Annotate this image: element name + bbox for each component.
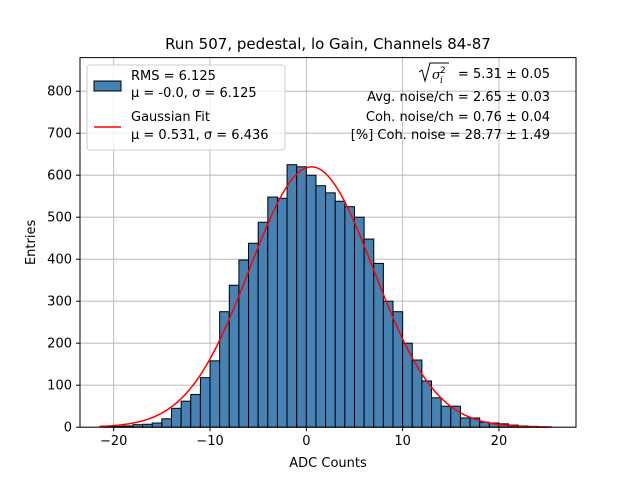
plot-frame <box>79 57 577 428</box>
histogram-bar <box>440 405 452 428</box>
svg-text:i: i <box>440 76 443 86</box>
histogram-bar <box>315 185 327 428</box>
annotation-coh-noise: Coh. noise/ch = 0.76 ± 0.04 <box>366 110 550 125</box>
annotation-avg-noise: Avg. noise/ch = 2.65 ± 0.03 <box>367 90 550 105</box>
histogram-bar <box>373 262 384 428</box>
x-tick-label: 0 <box>302 434 310 449</box>
y-tick-label: 0 <box>64 421 72 436</box>
histogram-bar <box>248 242 259 428</box>
y-tick-label: 700 <box>47 127 72 142</box>
svg-text:σ: σ <box>432 68 442 83</box>
histogram-bar <box>276 197 288 428</box>
histogram-bar <box>180 400 192 428</box>
histogram-bar <box>334 200 346 428</box>
legend-histogram-stats: μ = -0.0, σ = 6.125 <box>131 86 257 101</box>
y-tick-label: 500 <box>47 211 72 226</box>
histogram-bar <box>296 166 307 428</box>
noise-annotations: σ 2 i = 5.31 ± 0.05 Avg. noise/ch = 2.65… <box>351 62 550 143</box>
histogram-bar <box>286 164 298 428</box>
histogram-bar <box>382 300 394 428</box>
histogram-bar <box>190 393 201 428</box>
histogram-bar <box>267 196 278 428</box>
x-tick-label: −20 <box>100 434 127 449</box>
y-tick-label: 200 <box>47 337 72 352</box>
sqrt-sigma-symbol: σ 2 i <box>418 62 449 86</box>
histogram-bar <box>431 397 442 428</box>
svg-text:2: 2 <box>440 66 446 76</box>
gaussian-fit-curve <box>99 166 552 428</box>
histogram-bar <box>199 377 211 428</box>
histogram-bar <box>257 221 269 428</box>
legend: RMS = 6.125 μ = -0.0, σ = 6.125 Gaussian… <box>86 64 286 151</box>
legend-fit-stats: μ = 0.531, σ = 6.436 <box>131 128 269 143</box>
histogram-bar <box>344 206 355 428</box>
histogram-bar <box>421 380 433 428</box>
histogram-bar <box>325 192 336 428</box>
y-tick-label: 100 <box>47 379 72 394</box>
histogram-bar <box>305 174 317 428</box>
histogram-bar <box>209 360 221 428</box>
histogram-bar <box>170 407 182 428</box>
histogram-bar <box>411 359 423 428</box>
y-tick-label: 800 <box>47 85 72 100</box>
y-tick-label: 600 <box>47 169 72 184</box>
annotation-coh-noise-percent: [%] Coh. noise = 28.77 ± 1.49 <box>351 128 550 143</box>
legend-box <box>86 64 286 151</box>
legend-histogram-label: RMS = 6.125 <box>131 69 216 84</box>
histogram-bar <box>151 422 163 428</box>
y-tick-label: 300 <box>47 295 72 310</box>
histogram-bar <box>353 216 365 428</box>
y-tick-label: 400 <box>47 253 72 268</box>
annotation-total-noise: = 5.31 ± 0.05 <box>458 67 550 82</box>
x-tick-label: 10 <box>394 434 411 449</box>
y-axis-label: Entries <box>24 220 39 266</box>
x-tick-label: 20 <box>491 434 508 449</box>
legend-histogram-swatch <box>93 80 122 92</box>
histogram-bar <box>459 417 471 428</box>
x-axis-label: ADC Counts <box>289 456 367 471</box>
histogram-bar <box>161 418 172 428</box>
x-tick-label: −10 <box>196 434 223 449</box>
legend-fit-label: Gaussian Fit <box>131 110 210 125</box>
chart-title: Run 507, pedestal, lo Gain, Channels 84-… <box>165 35 491 53</box>
